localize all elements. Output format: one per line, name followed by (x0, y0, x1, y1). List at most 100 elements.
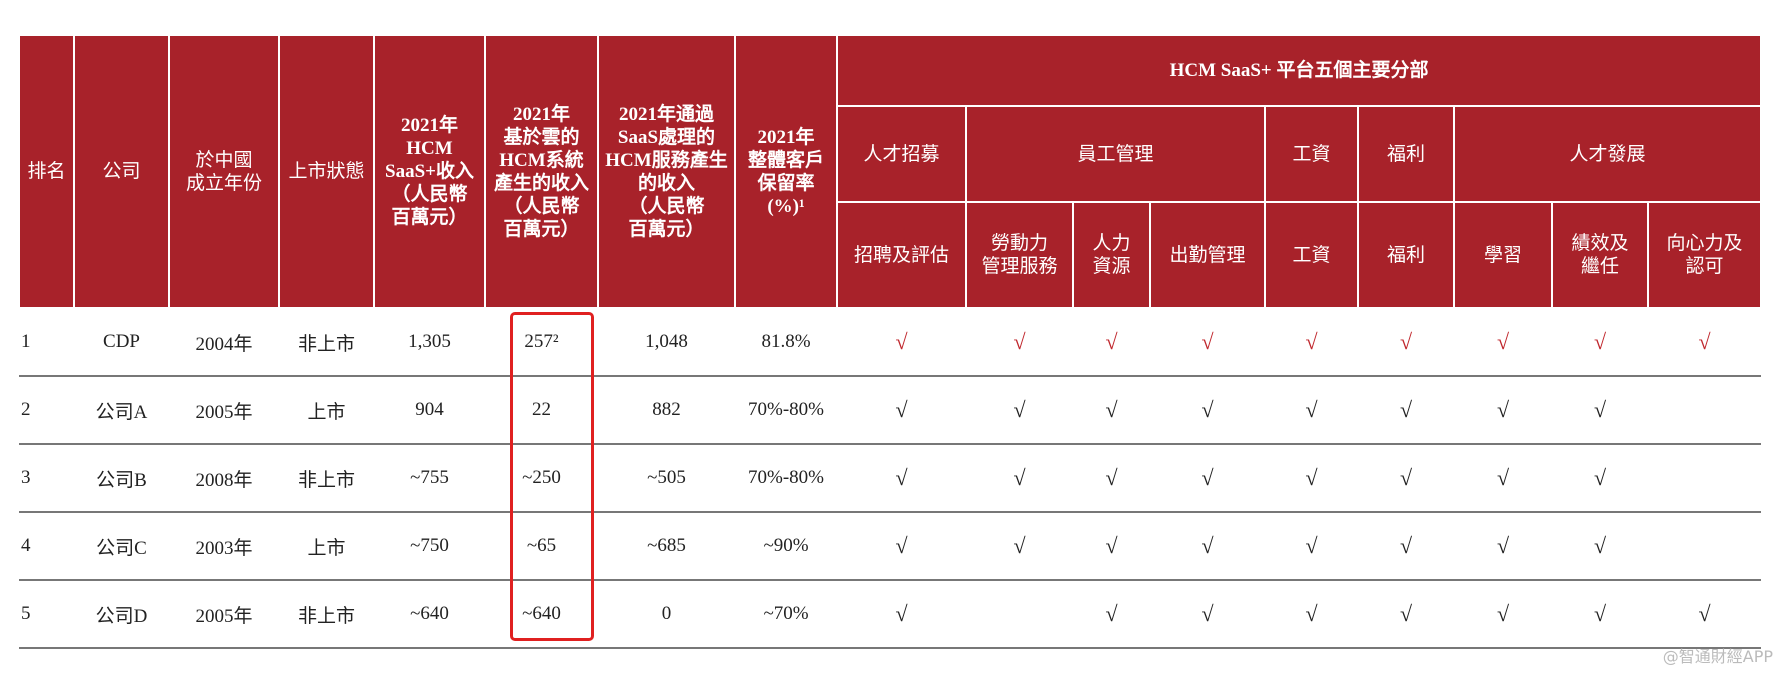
check-cell: √ (1265, 580, 1358, 649)
column-header: 排名 (18, 34, 75, 309)
subcolumn-header: 向心力及 認可 (1646, 201, 1763, 309)
cell: 0 (598, 580, 735, 649)
column-header: 公司 (73, 34, 170, 309)
subcolumn-header: 出勤管理 (1149, 201, 1266, 309)
check-cell: √ (1150, 444, 1265, 513)
subgroup-header: 工資 (1264, 105, 1359, 203)
check-cell: √ (1150, 376, 1265, 445)
table-row: 5 公司D 2005年 非上市 ~640 ~640 0 ~70% √ √ √ √ √ √ √ √ (19, 580, 1762, 649)
cell: ~505 (598, 444, 735, 513)
check-cell: √ (1265, 308, 1358, 377)
cell: 非上市 (279, 308, 374, 377)
check-cell: √ (1073, 580, 1150, 649)
cell: 2005年 (169, 580, 279, 649)
check-cell: √ (1073, 444, 1150, 513)
check-cell: √ (1552, 580, 1648, 649)
comparison-table: 排名 公司 於中國 成立年份 上市狀態 2021年 HCM SaaS+收入 （人民幣 百… (18, 34, 1763, 649)
check-cell (966, 580, 1073, 649)
cell: 3 (19, 444, 74, 513)
column-header: 2021年 HCM SaaS+收入 （人民幣 百萬元） (373, 34, 486, 309)
check-cell: √ (1358, 444, 1454, 513)
check-cell: √ (837, 376, 966, 445)
check-cell: √ (1150, 512, 1265, 581)
check-cell: √ (1265, 512, 1358, 581)
cell: ~70% (735, 580, 837, 649)
cell: ~640 (485, 580, 598, 649)
cell: 1,048 (598, 308, 735, 377)
check-cell: √ (837, 580, 966, 649)
header-row: 招聘及評估 勞動力 管理服務 人力 資源 出勤管理 工資 福利 學習 績效及 繼任 向心力及 認… (19, 201, 1763, 309)
subcolumn-header: 勞動力 管理服務 (965, 201, 1074, 309)
cell: 904 (374, 376, 485, 445)
column-header: 2021年通過 SaaS處理的 HCM服務產生 的收入 （人民幣 百萬元） (597, 34, 736, 309)
cell: ~65 (485, 512, 598, 581)
check-cell: √ (1454, 444, 1552, 513)
subcolumn-header: 工資 (1264, 201, 1359, 309)
subcolumn-header: 福利 (1357, 201, 1455, 309)
check-cell: √ (1150, 580, 1265, 649)
check-cell (1648, 512, 1762, 581)
cell: 1,305 (374, 308, 485, 377)
subcolumn-header: 人力 資源 (1072, 201, 1151, 309)
table-row: 3 公司B 2008年 非上市 ~755 ~250 ~505 70%-80% √ √ √ √ √ √ √ √ (19, 444, 1762, 513)
cell: 70%-80% (735, 444, 837, 513)
check-cell: √ (1552, 308, 1648, 377)
check-cell: √ (966, 376, 1073, 445)
cell: 非上市 (279, 580, 374, 649)
check-cell: √ (1552, 512, 1648, 581)
cell: 公司B (74, 444, 169, 513)
subcolumn-header: 學習 (1453, 201, 1553, 309)
cell: ~750 (374, 512, 485, 581)
check-cell: √ (1073, 308, 1150, 377)
check-cell: √ (966, 308, 1073, 377)
cell: 公司A (74, 376, 169, 445)
cell: ~755 (374, 444, 485, 513)
column-header: 於中國 成立年份 (168, 34, 280, 309)
check-cell: √ (1454, 512, 1552, 581)
check-cell: √ (1073, 376, 1150, 445)
cell: 70%-80% (735, 376, 837, 445)
check-cell: √ (1552, 444, 1648, 513)
check-cell: √ (837, 512, 966, 581)
cell: CDP (74, 308, 169, 377)
subgroup-header: 員工管理 (965, 105, 1266, 203)
column-header: 上市狀態 (278, 34, 375, 309)
check-cell: √ (1265, 376, 1358, 445)
highlight-box (510, 312, 594, 641)
check-cell: √ (1648, 308, 1762, 377)
cell: 4 (19, 512, 74, 581)
table-body: 1 CDP 2004年 非上市 1,305 257² 1,048 81.8% √ √ √ √ √ √ √ √ √… (19, 308, 1762, 649)
cell: ~685 (598, 512, 735, 581)
check-cell: √ (1648, 580, 1762, 649)
check-cell (1648, 444, 1762, 513)
subcolumn-header: 績效及 繼任 (1551, 201, 1649, 309)
check-cell: √ (837, 308, 966, 377)
column-header: 2021年 基於雲的 HCM系統 產生的收入 （人民幣 百萬元） (484, 34, 599, 309)
cell: 882 (598, 376, 735, 445)
cell: 1 (19, 308, 74, 377)
subgroup-header: 人才發展 (1452, 105, 1763, 203)
subgroup-header: 福利 (1357, 105, 1455, 203)
header-row: 排名 公司 於中國 成立年份 上市狀態 2021年 HCM SaaS+收入 （人民幣 百… (18, 34, 1763, 309)
check-cell: √ (1454, 580, 1552, 649)
cell: 非上市 (279, 444, 374, 513)
check-cell: √ (1454, 376, 1552, 445)
check-cell: √ (1552, 376, 1648, 445)
check-cell: √ (1265, 444, 1358, 513)
cell: 2004年 (169, 308, 279, 377)
check-cell: √ (1358, 580, 1454, 649)
check-cell: √ (1150, 308, 1265, 377)
subcolumn-header: 招聘及評估 (836, 201, 967, 309)
cell: ~90% (735, 512, 837, 581)
cell: 公司D (74, 580, 169, 649)
check-cell: √ (837, 444, 966, 513)
cell: 2003年 (169, 512, 279, 581)
column-header: 2021年 整體客戶 保留率 (%)¹ (734, 34, 838, 309)
cell: 公司C (74, 512, 169, 581)
cell: 22 (485, 376, 598, 445)
cell: ~640 (374, 580, 485, 649)
table-row: 4 公司C 2003年 上市 ~750 ~65 ~685 ~90% √ √ √ √ √ √ √ √ (19, 512, 1762, 581)
subgroup-header: 人才招募 (836, 105, 967, 203)
cell: 上市 (279, 376, 374, 445)
check-cell: √ (966, 512, 1073, 581)
